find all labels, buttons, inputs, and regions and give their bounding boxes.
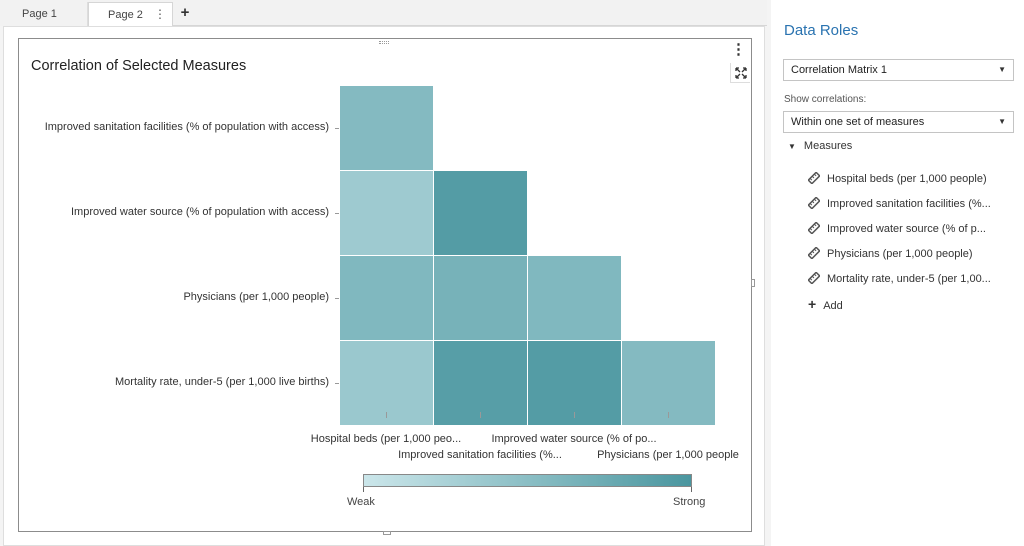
legend-tick (691, 487, 692, 492)
correlation-matrix-object[interactable]: Correlation of Selected Measures ⋮ Impro… (18, 38, 755, 535)
row-label: Improved water source (% of population w… (70, 205, 329, 218)
measure-item[interactable]: Physicians (per 1,000 people) (808, 247, 1013, 265)
row-tick (335, 297, 341, 299)
legend-tick (363, 487, 364, 492)
heatmap-cell[interactable] (339, 170, 434, 256)
plus-icon: + (808, 298, 817, 312)
row-label: Mortality rate, under-5 (per 1,000 live … (115, 375, 329, 388)
ruler-icon (808, 172, 821, 185)
resize-handle[interactable] (751, 279, 755, 287)
chevron-down-icon: ▼ (998, 65, 1006, 74)
column-label: Improved water source (% of po... (491, 433, 657, 445)
collapse-triangle-icon: ▼ (788, 142, 796, 151)
object-select[interactable]: Correlation Matrix 1 ▼ (783, 59, 1014, 81)
tab-label: Page 2 (108, 9, 143, 21)
column-label: Physicians (per 1,000 people (597, 449, 739, 461)
tab-page-2[interactable]: Page 2 ⋮ (88, 2, 173, 27)
measure-label: Physicians (per 1,000 people) (827, 248, 973, 260)
legend-gradient (363, 474, 692, 487)
heatmap-cell[interactable] (339, 255, 434, 341)
panel-title: Data Roles (784, 22, 859, 39)
ruler-icon (808, 247, 821, 260)
add-page-button[interactable]: + (180, 4, 190, 21)
ruler-icon (808, 272, 821, 285)
data-roles-panel: Data Roles Correlation Matrix 1 ▼ Show c… (771, 0, 1024, 546)
add-label: Add (823, 300, 843, 312)
column-label: Improved sanitation facilities (%... (398, 449, 562, 461)
heatmap-cell[interactable] (339, 85, 434, 171)
measures-section-toggle[interactable]: ▼ Measures (788, 140, 852, 152)
report-canvas: Correlation of Selected Measures ⋮ Impro… (3, 26, 765, 546)
column-tick (668, 412, 669, 418)
add-measure-button[interactable]: + Add (808, 298, 1013, 316)
measure-item[interactable]: Mortality rate, under-5 (per 1,00... (808, 272, 1013, 290)
ruler-icon (808, 197, 821, 210)
tab-page-1[interactable]: Page 1 (0, 2, 88, 26)
chart-title: Correlation of Selected Measures (31, 58, 247, 74)
drag-handle-icon[interactable] (379, 41, 389, 44)
row-tick (335, 127, 341, 129)
heatmap-cell[interactable] (621, 340, 716, 426)
column-tick (386, 412, 387, 418)
row-label: Improved sanitation facilities (% of pop… (44, 120, 329, 133)
ruler-icon (808, 222, 821, 235)
object-menu-icon[interactable]: ⋮ (731, 41, 746, 58)
object-select-value: Correlation Matrix 1 (791, 64, 887, 76)
tab-label: Page 1 (22, 8, 57, 20)
measure-item[interactable]: Improved water source (% of p... (808, 222, 1013, 240)
measure-label: Improved water source (% of p... (827, 223, 986, 235)
heatmap-cell[interactable] (433, 170, 528, 256)
measures-section-label: Measures (803, 140, 853, 152)
chevron-down-icon: ▼ (998, 117, 1006, 126)
measure-label: Mortality rate, under-5 (per 1,00... (827, 273, 991, 285)
show-correlations-label: Show correlations: (784, 94, 867, 105)
row-label: Physicians (per 1,000 people) (183, 290, 329, 303)
row-tick (335, 382, 341, 384)
tab-more-icon[interactable]: ⋮ (154, 7, 166, 21)
maximize-icon[interactable] (730, 63, 750, 83)
heatmap-cell[interactable] (527, 255, 622, 341)
legend-high-label: Strong (673, 496, 706, 508)
measure-label: Hospital beds (per 1,000 people) (827, 173, 987, 185)
measure-item[interactable]: Improved sanitation facilities (%... (808, 197, 1013, 215)
column-tick (574, 412, 575, 418)
measure-label: Improved sanitation facilities (%... (827, 198, 991, 210)
show-correlations-value: Within one set of measures (791, 116, 925, 128)
show-correlations-select[interactable]: Within one set of measures ▼ (783, 111, 1014, 133)
row-tick (335, 212, 341, 214)
heatmap-cell[interactable] (433, 340, 528, 426)
legend-low-label: Weak (347, 496, 375, 508)
page-tab-bar: Page 1 Page 2 ⋮ + (0, 0, 767, 27)
resize-handle[interactable] (383, 531, 391, 535)
column-tick (480, 412, 481, 418)
heatmap-cell[interactable] (433, 255, 528, 341)
measure-item[interactable]: Hospital beds (per 1,000 people) (808, 172, 1013, 190)
heatmap-cell[interactable] (339, 340, 434, 426)
column-label: Hospital beds (per 1,000 peo... (310, 433, 462, 445)
heatmap-cell[interactable] (527, 340, 622, 426)
